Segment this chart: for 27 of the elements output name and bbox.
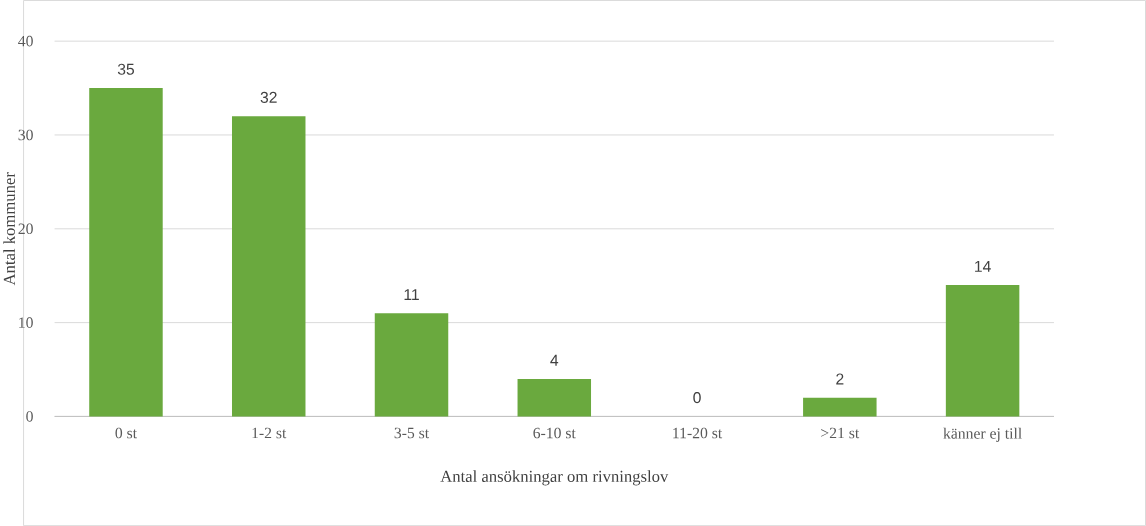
x-tick-label: 1-2 st — [252, 427, 287, 439]
data-label: 32 — [260, 91, 277, 103]
x-tick-label: 0 st — [115, 427, 137, 439]
data-label: 11 — [404, 289, 419, 300]
bar — [89, 87, 163, 417]
x-tick-label: 11-20 st — [673, 427, 723, 439]
y-tick-label: 30 — [18, 129, 33, 141]
y-tick-label: 40 — [18, 35, 33, 47]
bar — [374, 313, 449, 417]
x-tick-label: 3-5 st — [394, 427, 430, 439]
data-label: 14 — [975, 260, 991, 272]
bar — [945, 285, 1020, 417]
y-tick-label: 20 — [18, 223, 33, 234]
y-tick-label: 0 — [26, 411, 33, 422]
data-label: 35 — [117, 63, 135, 75]
data-label: 0 — [693, 392, 701, 404]
y-tick-label: 10 — [19, 317, 33, 328]
bar — [232, 116, 306, 417]
data-label: 2 — [836, 373, 844, 385]
data-label: 4 — [550, 354, 559, 366]
y-axis-title: Antal kommuner — [3, 172, 15, 286]
x-tick-label: >21 st — [821, 427, 860, 439]
bar — [517, 378, 592, 417]
x-tick-label: 6-10 st — [533, 427, 576, 439]
x-axis-title: Antal ansökningar om rivningslov — [440, 470, 669, 486]
x-tick-label: känner ej till — [943, 427, 1022, 442]
bar — [803, 397, 877, 417]
